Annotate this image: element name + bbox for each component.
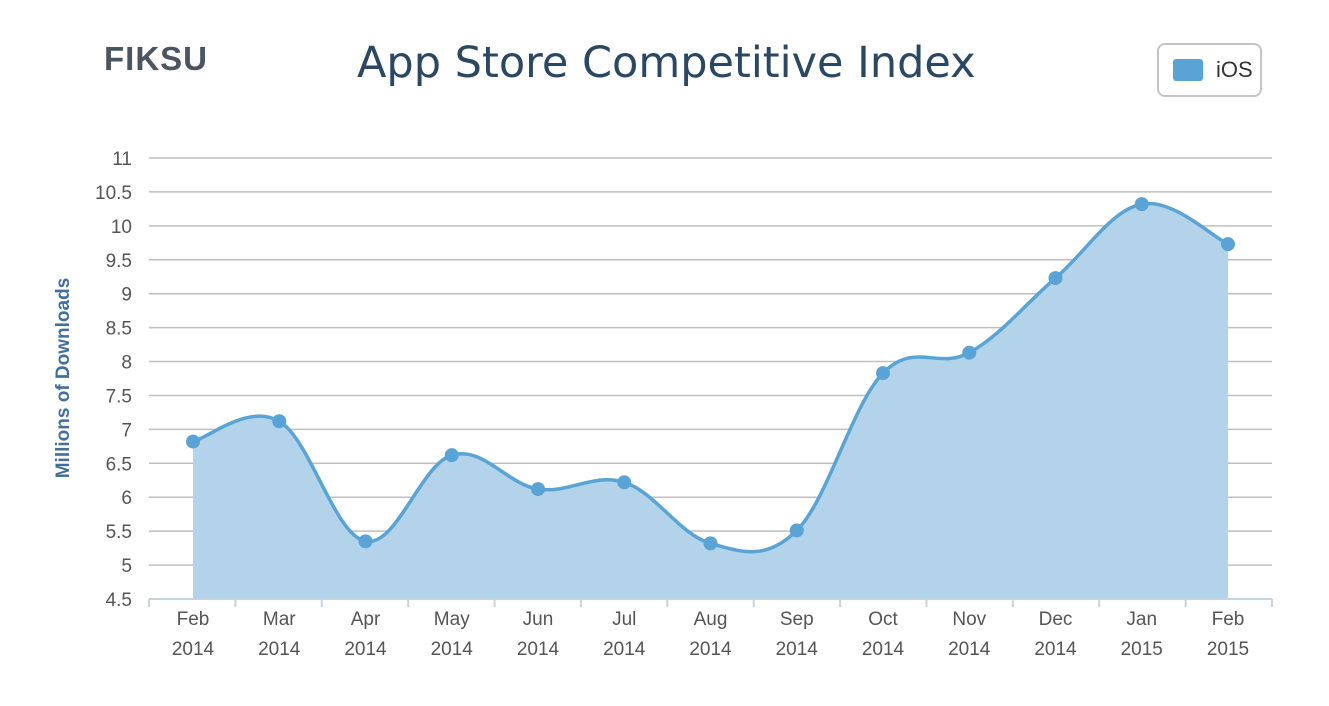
y-tick-label: 5 bbox=[121, 556, 132, 577]
y-tick-label: 11 bbox=[112, 149, 132, 170]
x-tick-month: Oct bbox=[868, 609, 898, 630]
y-tick-label: 9.5 bbox=[106, 251, 132, 272]
x-tick-year: 2014 bbox=[862, 639, 905, 660]
data-point[interactable] bbox=[789, 523, 804, 538]
x-tick-month: Feb bbox=[177, 609, 210, 630]
data-point[interactable] bbox=[272, 414, 287, 429]
x-tick-month: Feb bbox=[1212, 609, 1245, 630]
x-tick-year: 2015 bbox=[1121, 639, 1163, 660]
x-tick-month: Nov bbox=[952, 609, 986, 630]
x-axis: Feb 2014 Mar 2014 Apr 2014 May 2014 Jun 2014 Jul 20… bbox=[148, 598, 1273, 660]
data-points bbox=[186, 197, 1235, 551]
data-point[interactable] bbox=[962, 345, 977, 360]
x-tick-year: 2014 bbox=[431, 639, 474, 660]
legend[interactable]: iOS bbox=[1157, 43, 1262, 97]
series-area-ios bbox=[193, 203, 1228, 599]
x-tick-year: 2014 bbox=[1034, 639, 1077, 660]
y-tick-label: 9 bbox=[121, 285, 132, 306]
legend-label-ios: iOS bbox=[1216, 57, 1253, 82]
legend-swatch-ios bbox=[1173, 59, 1203, 81]
x-tick-year: 2014 bbox=[603, 639, 646, 660]
y-tick-label: 5.5 bbox=[106, 522, 132, 543]
data-point[interactable] bbox=[1221, 237, 1235, 252]
x-tick-year: 2014 bbox=[776, 639, 819, 660]
x-tick-month: May bbox=[434, 609, 470, 630]
data-point[interactable] bbox=[876, 366, 890, 381]
data-point[interactable] bbox=[531, 482, 545, 497]
x-tick-year: 2014 bbox=[689, 639, 732, 660]
data-point[interactable] bbox=[617, 475, 632, 490]
x-tick-month: Mar bbox=[263, 609, 296, 630]
y-tick-label: 4.5 bbox=[106, 590, 132, 611]
x-tick-month: Jun bbox=[523, 609, 554, 630]
y-tick-label: 7.5 bbox=[106, 386, 132, 407]
x-tick-year: 2014 bbox=[517, 639, 560, 660]
x-tick-year: 2014 bbox=[258, 639, 301, 660]
y-tick-label: 6.5 bbox=[106, 454, 132, 475]
x-tick-month: Dec bbox=[1039, 609, 1073, 630]
fiksu-logo: FIKSU bbox=[104, 40, 208, 77]
y-axis-ticks: 4.5 5 5.5 6 6.5 7 7.5 8 8.5 9 9.5 10 10.5 11 bbox=[95, 149, 132, 611]
y-tick-label: 8 bbox=[121, 353, 132, 374]
data-point[interactable] bbox=[1134, 197, 1149, 212]
x-tick-year: 2015 bbox=[1207, 639, 1249, 660]
x-tick-month: Jan bbox=[1126, 609, 1157, 630]
data-point[interactable] bbox=[1048, 271, 1063, 286]
data-point[interactable] bbox=[444, 448, 459, 463]
data-point[interactable] bbox=[358, 534, 373, 549]
y-tick-label: 7 bbox=[121, 420, 132, 441]
y-tick-label: 6 bbox=[121, 488, 132, 509]
data-point[interactable] bbox=[186, 434, 200, 449]
x-tick-month: Sep bbox=[780, 609, 814, 630]
x-tick-year: 2014 bbox=[172, 639, 215, 660]
data-point[interactable] bbox=[703, 536, 718, 551]
x-tick-year: 2014 bbox=[344, 639, 387, 660]
x-tick-month: Apr bbox=[351, 609, 381, 630]
x-tick-month: Jul bbox=[612, 609, 636, 630]
y-tick-label: 10 bbox=[111, 217, 132, 238]
chart-title: App Store Competitive Index bbox=[357, 38, 976, 88]
x-tick-month: Aug bbox=[694, 609, 728, 630]
x-tick-year: 2014 bbox=[948, 639, 991, 660]
y-tick-label: 10.5 bbox=[95, 183, 132, 204]
y-tick-label: 8.5 bbox=[106, 319, 132, 340]
